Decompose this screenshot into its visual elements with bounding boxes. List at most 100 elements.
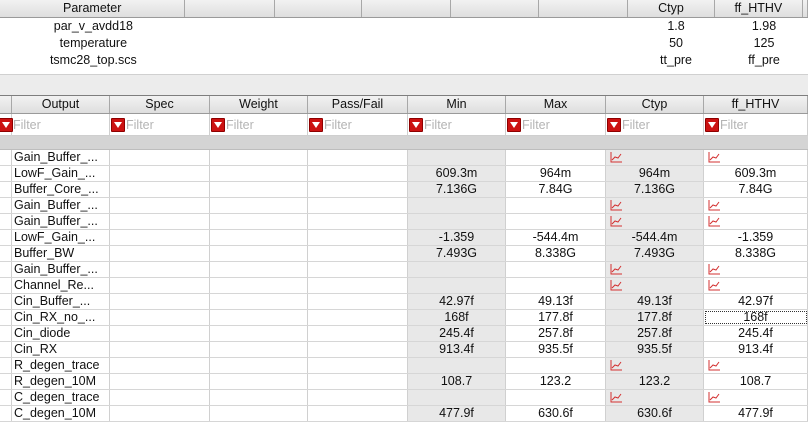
filter-dropdown-icon[interactable] (409, 117, 423, 132)
weight-cell[interactable] (210, 374, 308, 389)
parameter-column-header-empty[interactable] (362, 0, 452, 17)
parameter-column-header[interactable]: Parameter (0, 0, 186, 17)
output-name[interactable]: Cin_Buffer_... (12, 294, 110, 309)
table-row[interactable]: Cin_RX_no_... 168f 177.8f 177.8f 168f (0, 310, 808, 326)
table-row[interactable]: Cin_Buffer_... 42.97f 49.13f 49.13f 42.97f (0, 294, 808, 310)
ctyp-value[interactable]: 964m (606, 166, 704, 181)
filter-dropdown-icon[interactable] (607, 117, 621, 132)
min-filter-cell[interactable]: Filter (408, 114, 506, 135)
output-name[interactable]: LowF_Gain_... (12, 230, 110, 245)
table-row[interactable]: Channel_Re... (0, 278, 808, 294)
ctyp-value[interactable] (606, 214, 704, 229)
table-row[interactable]: Gain_Buffer_... (0, 150, 808, 166)
table-row[interactable]: LowF_Gain_... -1.359 -544.4m -544.4m -1.359 (0, 230, 808, 246)
output-name[interactable]: Channel_Re... (12, 278, 110, 293)
weight-column-header[interactable]: Weight (210, 96, 308, 113)
ctyp-value[interactable] (606, 150, 704, 165)
ff-hthv-value[interactable]: 168f (704, 310, 808, 325)
min-filter-input[interactable]: Filter (424, 117, 452, 132)
spec-cell[interactable] (110, 406, 210, 421)
parameter-ctyp-value[interactable]: tt_pre (660, 53, 693, 67)
weight-filter-input[interactable]: Filter (226, 117, 254, 132)
pass-fail-filter-input[interactable]: Filter (324, 117, 352, 132)
parameter-ff-hthv-value[interactable]: ff_pre (748, 53, 780, 67)
output-name[interactable]: Gain_Buffer_... (12, 262, 110, 277)
parameter-column-header-empty[interactable] (539, 0, 628, 17)
output-name[interactable]: Cin_RX_no_... (12, 310, 110, 325)
ctyp-value[interactable] (606, 278, 704, 293)
table-row[interactable]: R_degen_10M 108.7 123.2 123.2 108.7 (0, 374, 808, 390)
ctyp-filter-input[interactable]: Filter (622, 117, 650, 132)
ff-hthv-column-header[interactable]: ff_HTHV (715, 0, 803, 17)
parameter-column-header-empty[interactable] (275, 0, 362, 17)
output-name[interactable]: R_degen_10M (12, 374, 110, 389)
ctyp-value[interactable]: 177.8f (606, 310, 704, 325)
waveform-plot-icon[interactable] (606, 198, 622, 212)
weight-cell[interactable] (210, 278, 308, 293)
output-filter-cell[interactable]: Filter (0, 114, 110, 135)
spec-cell[interactable] (110, 278, 210, 293)
ff-hthv-value[interactable] (704, 278, 808, 293)
ff-hthv-value[interactable] (704, 214, 808, 229)
ff-hthv-column-header[interactable]: ff_HTHV (704, 96, 808, 113)
spec-cell[interactable] (110, 310, 210, 325)
max-filter-cell[interactable]: Filter (506, 114, 606, 135)
waveform-plot-icon[interactable] (704, 278, 720, 292)
spec-cell[interactable] (110, 246, 210, 261)
waveform-plot-icon[interactable] (606, 278, 622, 292)
filter-dropdown-icon[interactable] (705, 117, 719, 132)
ff-hthv-value[interactable]: 42.97f (704, 294, 808, 309)
ctyp-column-header[interactable]: Ctyp (628, 0, 716, 17)
ctyp-value[interactable] (606, 198, 704, 213)
weight-cell[interactable] (210, 182, 308, 197)
output-name[interactable]: Buffer_Core_... (12, 182, 110, 197)
weight-cell[interactable] (210, 214, 308, 229)
weight-cell[interactable] (210, 406, 308, 421)
weight-cell[interactable] (210, 166, 308, 181)
ctyp-value[interactable] (606, 262, 704, 277)
ff-hthv-value[interactable]: 7.84G (704, 182, 808, 197)
output-name[interactable]: Buffer_BW (12, 246, 110, 261)
spec-filter-input[interactable]: Filter (126, 117, 154, 132)
spec-cell[interactable] (110, 358, 210, 373)
ff-hthv-filter-cell[interactable]: Filter (704, 114, 808, 135)
table-row[interactable]: R_degen_trace (0, 358, 808, 374)
filter-dropdown-icon[interactable] (309, 117, 323, 132)
parameter-row[interactable]: temperature 50 125 (0, 35, 808, 52)
table-row[interactable]: Gain_Buffer_... (0, 198, 808, 214)
spec-cell[interactable] (110, 294, 210, 309)
ctyp-value[interactable]: 935.5f (606, 342, 704, 357)
waveform-plot-icon[interactable] (704, 198, 720, 212)
filter-dropdown-icon[interactable] (211, 117, 225, 132)
parameter-row[interactable]: par_v_avdd18 1.8 1.98 (0, 18, 808, 35)
waveform-plot-icon[interactable] (704, 358, 720, 372)
output-name[interactable]: Cin_RX (12, 342, 110, 357)
parameter-row[interactable]: tsmc28_top.scs tt_pre ff_pre (0, 52, 808, 69)
ctyp-value[interactable]: -544.4m (606, 230, 704, 245)
ctyp-value[interactable]: 630.6f (606, 406, 704, 421)
spec-cell[interactable] (110, 326, 210, 341)
table-row[interactable]: Buffer_BW 7.493G 8.338G 7.493G 8.338G (0, 246, 808, 262)
output-name[interactable]: Cin_diode (12, 326, 110, 341)
waveform-plot-icon[interactable] (704, 214, 720, 228)
parameter-ctyp-value[interactable]: 1.8 (667, 19, 685, 33)
max-filter-input[interactable]: Filter (522, 117, 550, 132)
ctyp-value[interactable]: 49.13f (606, 294, 704, 309)
pass-fail-filter-cell[interactable]: Filter (308, 114, 408, 135)
output-filter-input[interactable]: Filter (13, 117, 41, 132)
table-row[interactable]: Cin_diode 245.4f 257.8f 257.8f 245.4f (0, 326, 808, 342)
weight-cell[interactable] (210, 310, 308, 325)
output-column-header[interactable]: Output (12, 96, 110, 113)
spec-cell[interactable] (110, 230, 210, 245)
ctyp-column-header[interactable]: Ctyp (606, 96, 704, 113)
ff-hthv-value[interactable]: 477.9f (704, 406, 808, 421)
waveform-plot-icon[interactable] (606, 214, 622, 228)
weight-cell[interactable] (210, 390, 308, 405)
filter-dropdown-icon[interactable] (0, 117, 13, 132)
filter-dropdown-icon[interactable] (111, 117, 125, 132)
ff-hthv-value[interactable]: 245.4f (704, 326, 808, 341)
ff-hthv-value[interactable] (704, 390, 808, 405)
waveform-plot-icon[interactable] (606, 262, 622, 276)
weight-cell[interactable] (210, 326, 308, 341)
spec-cell[interactable] (110, 342, 210, 357)
